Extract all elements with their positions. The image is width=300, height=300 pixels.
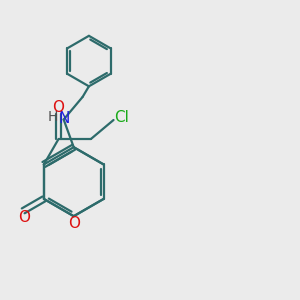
Text: N: N [59, 111, 70, 126]
Text: H: H [47, 110, 58, 124]
Text: O: O [19, 210, 31, 225]
Text: Cl: Cl [114, 110, 129, 125]
Text: O: O [52, 100, 64, 115]
Text: O: O [68, 216, 80, 231]
